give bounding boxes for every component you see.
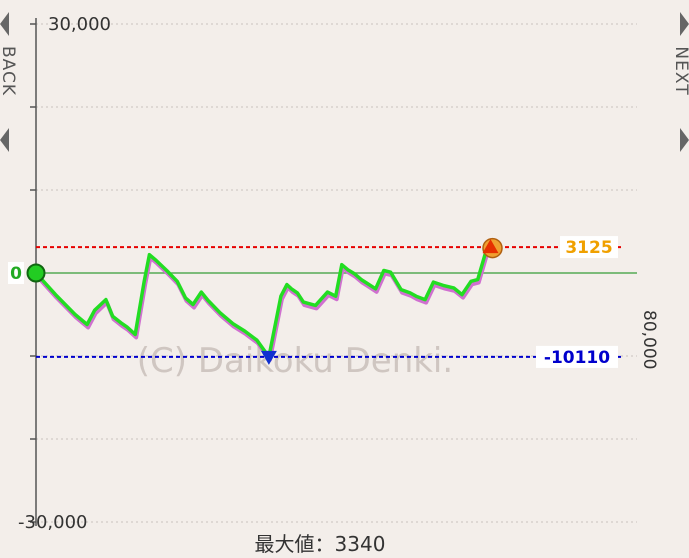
max-value-label: 最大値：3340	[254, 532, 386, 556]
max-line-label-bg	[560, 236, 618, 259]
chevron-right-icon	[680, 12, 689, 36]
chevron-right-icon	[680, 128, 689, 152]
chevron-left-icon	[0, 128, 9, 152]
plot-area	[36, 14, 637, 526]
back-button[interactable]: BACK	[0, 6, 18, 156]
max-marker	[482, 239, 499, 254]
back-label: BACK	[0, 45, 18, 96]
max-line-label: 3125	[565, 238, 612, 258]
zero-label-bg	[8, 262, 24, 284]
x-end-label: 80,000	[639, 310, 659, 369]
min-marker	[260, 350, 277, 365]
min-line-label: -10110	[544, 348, 610, 368]
series-line	[34, 245, 493, 359]
start-marker	[26, 263, 46, 283]
min-line-label-bg	[536, 345, 618, 368]
watermark: (C) Daikoku Denki.	[137, 341, 453, 381]
y-tick-label: -30,000	[18, 512, 87, 533]
next-button[interactable]: NEXT	[671, 6, 689, 156]
y-tick-label: 30,000	[48, 14, 111, 35]
chevron-left-icon	[0, 12, 9, 36]
next-label: NEXT	[671, 46, 689, 96]
zero-label: 0	[10, 264, 22, 284]
